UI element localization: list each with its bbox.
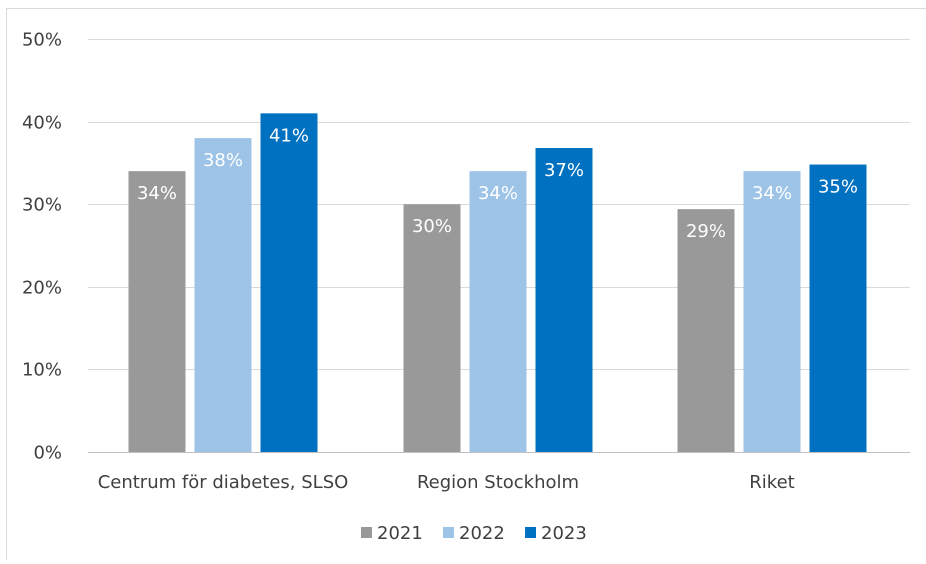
legend-swatch-2022 — [443, 527, 454, 538]
bar-2023 — [535, 148, 593, 453]
bar-2021 — [128, 171, 186, 452]
data-label: 34% — [752, 183, 792, 204]
bar-2022 — [194, 138, 252, 452]
data-label: 30% — [412, 216, 452, 237]
data-label: 34% — [478, 183, 518, 204]
x-axis-category-labels: Centrum för diabetes, SLSO Region Stockho… — [98, 472, 795, 493]
bar-2022 — [743, 171, 801, 452]
legend-label: 2023 — [541, 523, 587, 544]
legend-label: 2022 — [459, 523, 505, 544]
y-tick-label: 20% — [22, 278, 62, 299]
legend: 2021 2022 2023 — [361, 523, 587, 544]
category-label: Riket — [749, 472, 794, 493]
y-tick-label: 0% — [33, 443, 62, 464]
category-label: Centrum för diabetes, SLSO — [98, 472, 349, 493]
bars — [128, 113, 867, 453]
y-tick-label: 40% — [22, 113, 62, 134]
legend-swatch-2023 — [525, 527, 536, 538]
data-label: 34% — [137, 183, 177, 204]
data-label: 41% — [269, 125, 309, 146]
y-tick-label: 50% — [22, 30, 62, 51]
bar-2021 — [403, 204, 461, 452]
data-labels: 34% 38% 41% 30% 34% 37% 29% 34% 35% — [137, 125, 858, 242]
bar-2023 — [260, 113, 318, 452]
bar-2021 — [677, 209, 735, 452]
bar-2023 — [809, 164, 867, 452]
data-label: 35% — [818, 177, 858, 198]
data-label: 37% — [544, 160, 584, 181]
y-axis-tick-labels: 0% 10% 20% 30% 40% 50% — [22, 30, 62, 464]
data-label: 38% — [203, 150, 243, 171]
y-tick-label: 10% — [22, 360, 62, 381]
legend-label: 2021 — [377, 523, 423, 544]
bar-2022 — [469, 171, 527, 452]
legend-swatch-2021 — [361, 527, 372, 538]
category-label: Region Stockholm — [417, 472, 579, 493]
y-tick-label: 30% — [22, 195, 62, 216]
data-label: 29% — [686, 221, 726, 242]
